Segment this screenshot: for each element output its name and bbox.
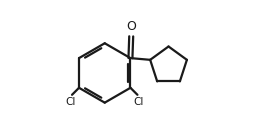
Text: Cl: Cl	[133, 97, 143, 107]
Text: Cl: Cl	[66, 97, 76, 107]
Text: O: O	[126, 20, 136, 33]
